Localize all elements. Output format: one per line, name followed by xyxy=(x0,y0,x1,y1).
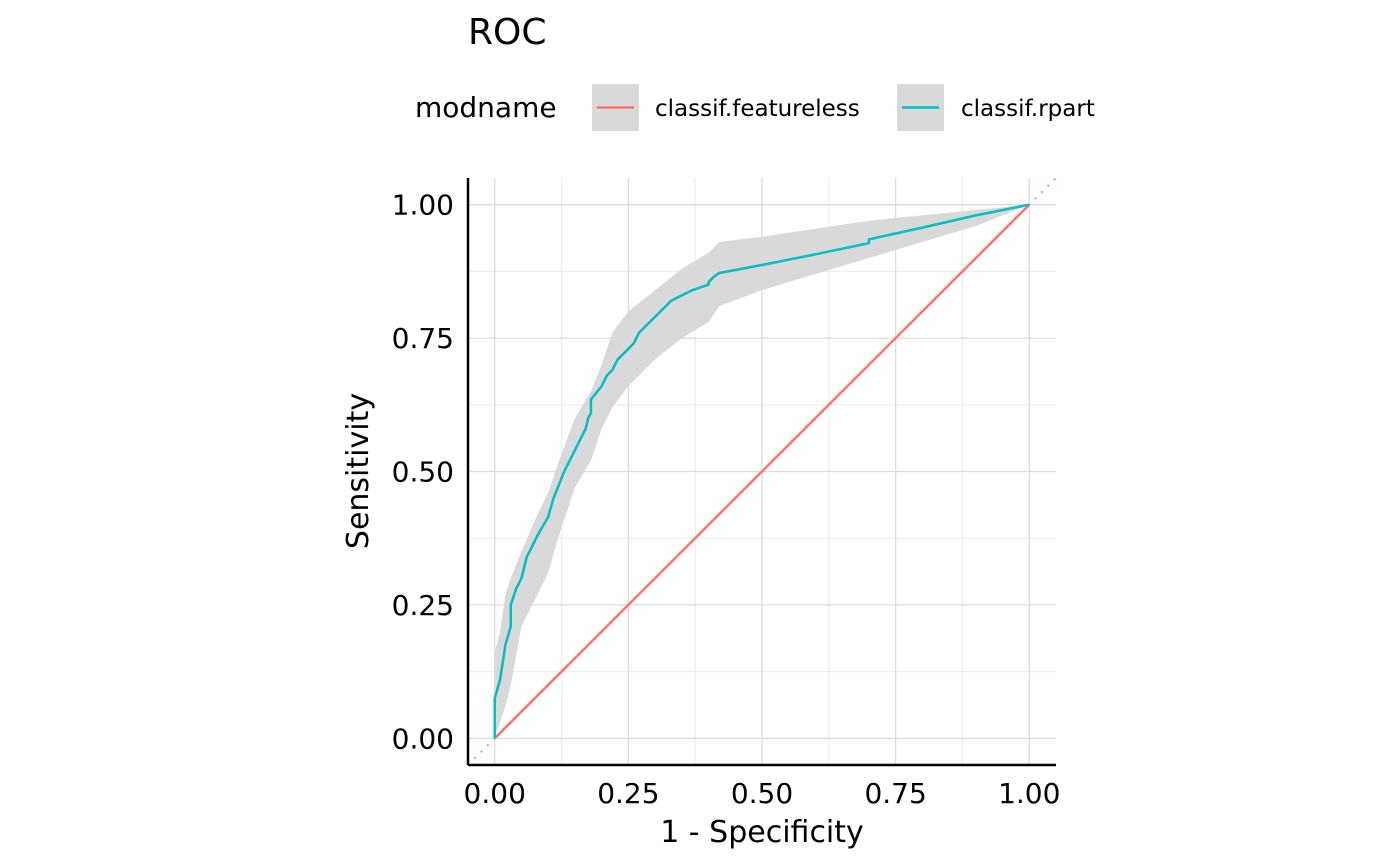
y-tick-label: 0.25 xyxy=(392,589,454,622)
legend-label-rpart: classif.rpart xyxy=(961,96,1095,122)
series-lines xyxy=(493,203,1031,740)
y-tick-label: 1.00 xyxy=(392,189,454,222)
chart-title: ROC xyxy=(468,12,547,53)
tick-labels: 0.00 0.25 0.50 0.75 1.00 0.00 0.25 0.50 0.75 1.00 xyxy=(392,189,1061,810)
x-tick-label: 0.50 xyxy=(731,777,793,810)
confidence-band-area xyxy=(494,204,1030,739)
x-axis-label: 1 - Specificity xyxy=(660,815,864,850)
y-tick-label: 0.75 xyxy=(392,322,454,355)
x-tick-label: 1.00 xyxy=(998,777,1060,810)
x-tick-label: 0.25 xyxy=(597,777,659,810)
legend-label-featureless: classif.featureless xyxy=(655,96,860,122)
confidence-band xyxy=(494,204,1030,739)
x-tick-label: 0.00 xyxy=(464,777,526,810)
x-tick-label: 0.75 xyxy=(864,777,926,810)
legend-title: modname xyxy=(415,91,557,124)
y-tick-label: 0.50 xyxy=(392,456,454,489)
axes xyxy=(466,178,1056,767)
legend: modname classif.featureless classif.rpar… xyxy=(415,84,1095,131)
y-axis-label: Sensitivity xyxy=(341,393,376,549)
y-tick-label: 0.00 xyxy=(392,722,454,755)
series-line-classif-rpart xyxy=(493,203,1030,739)
series-line-classif-featureless xyxy=(493,203,1031,740)
